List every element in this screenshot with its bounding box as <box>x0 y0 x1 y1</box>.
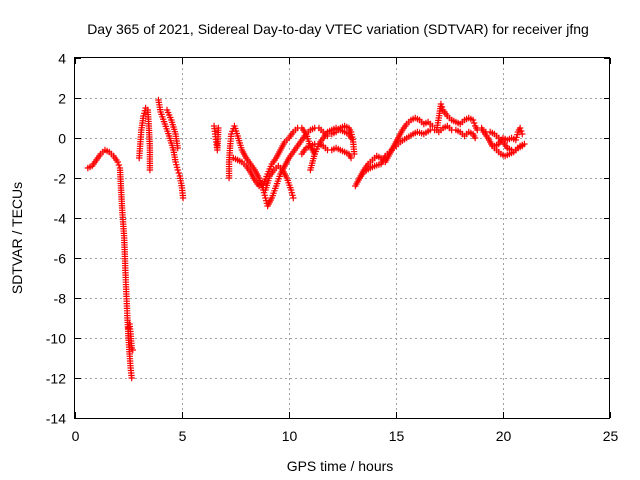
x-tick-label: 20 <box>496 428 512 444</box>
data-point <box>470 119 478 127</box>
data-point <box>521 140 528 148</box>
x-tick-label: 15 <box>389 428 405 444</box>
data-point <box>469 116 477 124</box>
data-point <box>174 144 181 152</box>
data-point <box>114 158 121 166</box>
data-point <box>128 374 135 382</box>
y-tick-label: -14 <box>46 411 66 427</box>
y-tick-label: 4 <box>58 51 66 67</box>
y-tick-label: -6 <box>54 251 67 267</box>
axis-ticks <box>75 58 611 419</box>
y-tick-label: -2 <box>54 171 67 187</box>
data-point <box>474 126 481 134</box>
y-tick-label: -10 <box>46 331 66 347</box>
y-tick-label: -8 <box>54 291 67 307</box>
x-tick-label: 5 <box>179 428 187 444</box>
data-point <box>115 161 123 169</box>
data-point <box>129 346 136 354</box>
data-point <box>437 100 445 108</box>
plot-frame <box>74 57 610 419</box>
data-point <box>516 124 524 132</box>
data-point <box>351 150 358 158</box>
data-point <box>215 124 222 132</box>
data-point <box>146 166 154 174</box>
data-point <box>517 127 525 135</box>
data-point <box>174 166 181 174</box>
y-tick-label: -4 <box>54 211 67 227</box>
x-axis-label: GPS time / hours <box>287 458 394 474</box>
chart-title: Day 365 of 2021, Sidereal Day-to-day VTE… <box>87 21 589 37</box>
x-tick-label: 25 <box>603 428 619 444</box>
data-point <box>519 130 526 138</box>
x-tick-label: 0 <box>72 428 80 444</box>
y-tick-label: 2 <box>58 91 66 107</box>
data-point <box>438 103 446 111</box>
tick-labels: 0 5 10 15 20 25 -14 -12 -10 -8 -6 -4 -2 0 2 4 <box>46 51 619 445</box>
data-point <box>175 169 182 177</box>
y-tick-label: 0 <box>58 131 66 147</box>
data-point <box>347 154 355 162</box>
data-point <box>429 122 436 130</box>
data-point <box>290 194 297 202</box>
x-tick-label: 10 <box>282 428 298 444</box>
grid <box>75 58 610 418</box>
y-axis-label: SDTVAR / TECUs <box>9 182 25 294</box>
y-tick-label: -12 <box>46 371 66 387</box>
data-point <box>471 134 479 142</box>
data-points <box>84 96 528 382</box>
data-point <box>179 194 187 202</box>
